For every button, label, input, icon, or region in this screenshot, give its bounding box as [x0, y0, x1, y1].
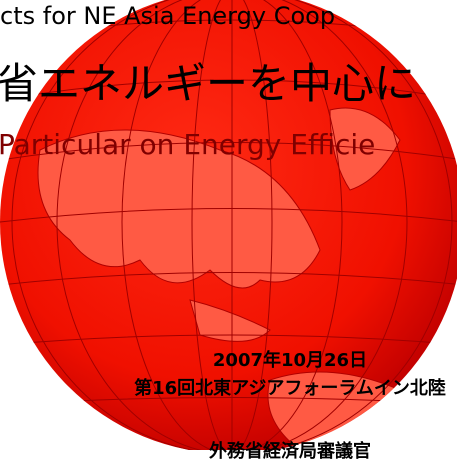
- speaker: 外務省経済局審議官: [209, 441, 371, 462]
- date: 2007年10月26日: [212, 350, 368, 371]
- title-japanese: 省エネルギーを中心に: [0, 59, 417, 108]
- subtitle: Particular on Energy Efficie: [0, 128, 376, 161]
- event: 第16回北東アジアフォーラムイン北陸: [134, 378, 446, 399]
- title-line: cts for NE Asia Energy Coop: [0, 2, 336, 30]
- globe: [0, 0, 457, 450]
